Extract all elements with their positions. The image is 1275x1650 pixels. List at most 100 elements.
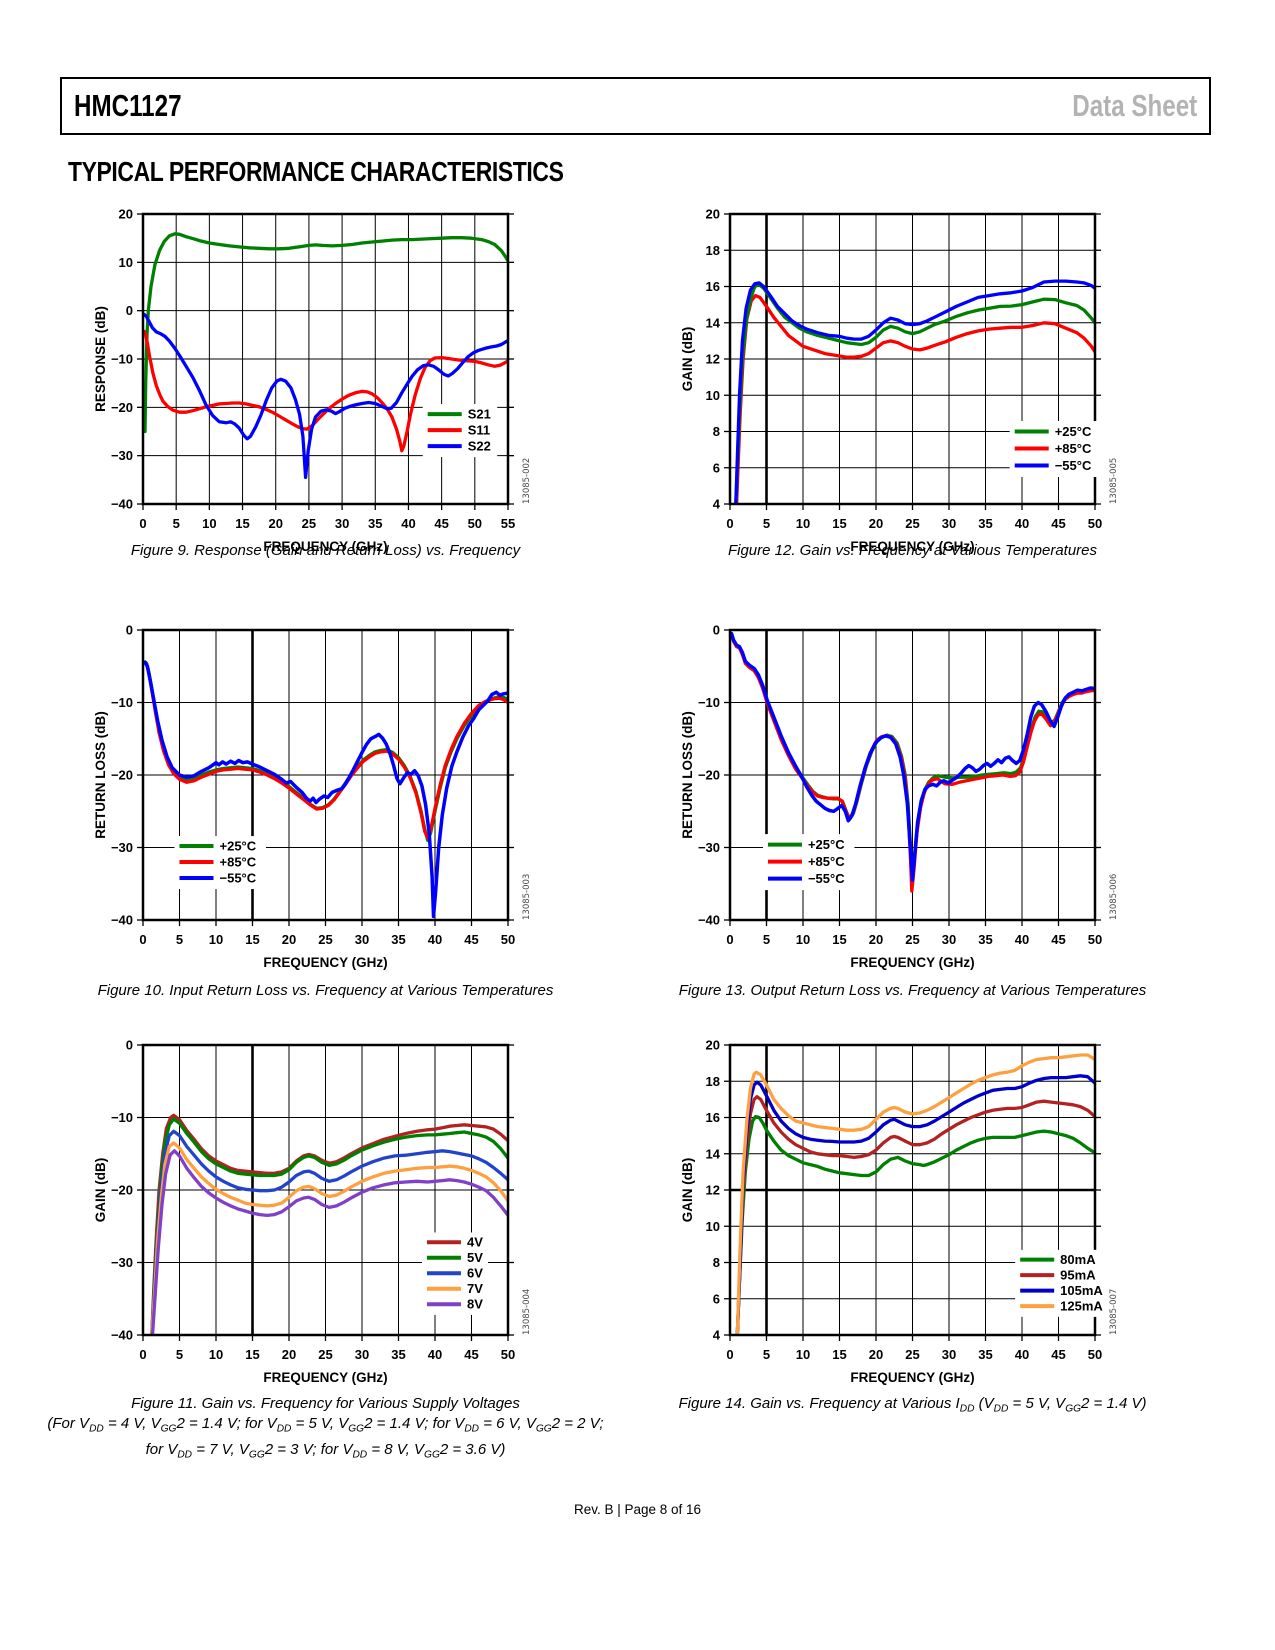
svg-text:30: 30: [335, 516, 349, 531]
svg-text:16: 16: [706, 1110, 720, 1125]
series-5V: [150, 1117, 508, 1335]
svg-text:12: 12: [706, 1183, 720, 1198]
svg-text:15: 15: [235, 516, 249, 531]
svg-text:FREQUENCY (GHz): FREQUENCY (GHz): [263, 539, 387, 554]
figure-13-chart: 0 5 10 15 20 25 30 35 40 45 50 −40 −30 −20 −10 0 +25°C +8…: [675, 620, 1155, 971]
svg-text:30: 30: [355, 932, 369, 947]
svg-text:45: 45: [1051, 932, 1065, 947]
svg-text:45: 45: [1051, 516, 1065, 531]
svg-text:0: 0: [126, 303, 133, 318]
svg-text:4: 4: [713, 1328, 721, 1343]
svg-text:35: 35: [978, 516, 992, 531]
svg-text:13085-003: 13085-003: [522, 874, 532, 920]
svg-text:50: 50: [1088, 1347, 1102, 1362]
series-+25C: [143, 660, 508, 842]
svg-text:105mA: 105mA: [1060, 1283, 1103, 1298]
svg-text:20: 20: [869, 932, 883, 947]
grid: 0 5 10 15 20 25 30 35 40 45 50 −40 −30 −20 −10 0: [698, 623, 1102, 948]
svg-text:45: 45: [1051, 1347, 1065, 1362]
svg-text:0: 0: [139, 516, 146, 531]
svg-text:FREQUENCY (GHz): FREQUENCY (GHz): [850, 539, 974, 554]
series-8V: [150, 1149, 508, 1335]
svg-text:20: 20: [268, 516, 282, 531]
svg-text:40: 40: [401, 516, 415, 531]
svg-text:15: 15: [832, 932, 846, 947]
series-125mA: [735, 1053, 1095, 1335]
svg-text:S11: S11: [468, 423, 490, 438]
svg-text:13085-002: 13085-002: [522, 458, 532, 504]
grid: 0 5 10 15 20 25 30 35 40 45 50 4 6 8 10 12 14 16 18 20: [706, 1038, 1103, 1363]
svg-text:10: 10: [706, 388, 720, 403]
svg-text:−20: −20: [111, 400, 133, 415]
svg-text:15: 15: [245, 1347, 259, 1362]
series-group: [735, 1053, 1095, 1335]
svg-text:8: 8: [713, 1255, 720, 1270]
series-80mA: [735, 1114, 1095, 1335]
svg-text:GAIN (dB): GAIN (dB): [680, 327, 695, 392]
svg-text:35: 35: [978, 1347, 992, 1362]
series-group: [734, 279, 1095, 504]
svg-text:7V: 7V: [467, 1281, 483, 1296]
svg-text:6V: 6V: [467, 1266, 483, 1281]
doc-type-label: Data Sheet: [1072, 88, 1197, 123]
svg-text:0: 0: [126, 1038, 133, 1053]
svg-text:−30: −30: [111, 448, 133, 463]
svg-text:FREQUENCY (GHz): FREQUENCY (GHz): [850, 1370, 974, 1385]
svg-text:13085-005: 13085-005: [1109, 458, 1119, 504]
svg-text:15: 15: [832, 1347, 846, 1362]
svg-text:GAIN (dB): GAIN (dB): [680, 1158, 695, 1223]
svg-text:+85°C: +85°C: [220, 855, 257, 870]
svg-text:35: 35: [368, 516, 382, 531]
svg-text:8V: 8V: [467, 1297, 483, 1312]
figure-13-caption: Figure 13. Output Return Loss vs. Freque…: [678, 982, 1147, 999]
svg-text:10: 10: [209, 932, 223, 947]
svg-text:14: 14: [706, 1146, 721, 1161]
figure-9-chart: 0 5 10 15 20 25 30 35 40 45 50 55 −40 −30 −20 −10 0 10 20 S…: [88, 204, 568, 555]
svg-text:80mA: 80mA: [1060, 1252, 1096, 1267]
figure-9-caption: Figure 9. Response (Gain and Return Loss…: [130, 542, 521, 559]
grid: 0 5 10 15 20 25 30 35 40 45 50 4 6 8 10 12 14 16 18 20: [706, 207, 1103, 532]
svg-text:10: 10: [796, 516, 810, 531]
grid: 0 5 10 15 20 25 30 35 40 45 50 −40 −30 −20 −10 0: [111, 623, 515, 948]
svg-text:35: 35: [391, 932, 405, 947]
series--55C: [143, 660, 508, 919]
svg-text:18: 18: [706, 243, 720, 258]
svg-text:45: 45: [464, 1347, 478, 1362]
svg-text:FREQUENCY (GHz): FREQUENCY (GHz): [263, 955, 387, 970]
series-7V: [150, 1141, 508, 1335]
page-header: HMC1127 Data Sheet: [60, 77, 1211, 135]
svg-text:20: 20: [119, 207, 133, 222]
svg-text:RETURN LOSS (dB): RETURN LOSS (dB): [680, 711, 695, 839]
svg-text:25: 25: [318, 932, 332, 947]
svg-text:6: 6: [713, 1291, 720, 1306]
figure-10-caption: Figure 10. Input Return Loss vs. Frequen…: [97, 982, 554, 999]
svg-text:FREQUENCY (GHz): FREQUENCY (GHz): [850, 955, 974, 970]
svg-text:25: 25: [905, 516, 919, 531]
svg-text:13085-004: 13085-004: [522, 1289, 532, 1335]
legend: +25°C +85°C −55°C: [762, 834, 855, 891]
svg-text:−30: −30: [111, 840, 133, 855]
figure-11-chart: 0 5 10 15 20 25 30 35 40 45 50 −40 −30 −20 −10 0 4V 5V 6V 7…: [88, 1035, 568, 1386]
svg-text:−55°C: −55°C: [1055, 458, 1092, 473]
svg-text:0: 0: [713, 623, 720, 638]
svg-text:25: 25: [318, 1347, 332, 1362]
series-+85C: [143, 660, 508, 840]
svg-text:15: 15: [245, 932, 259, 947]
svg-text:25: 25: [302, 516, 316, 531]
svg-text:+85°C: +85°C: [808, 854, 845, 869]
svg-text:20: 20: [282, 1347, 296, 1362]
svg-text:5: 5: [763, 1347, 770, 1362]
grid: 0 5 10 15 20 25 30 35 40 45 50 55 −40 −30 −20 −10 0 10 20: [111, 207, 515, 532]
svg-text:−20: −20: [111, 1183, 133, 1198]
svg-text:0: 0: [139, 1347, 146, 1362]
svg-text:−55°C: −55°C: [808, 871, 845, 886]
svg-text:−40: −40: [111, 497, 133, 512]
svg-text:20: 20: [282, 932, 296, 947]
svg-text:5: 5: [763, 516, 770, 531]
svg-text:−20: −20: [111, 768, 133, 783]
svg-text:FREQUENCY (GHz): FREQUENCY (GHz): [263, 1370, 387, 1385]
svg-text:5V: 5V: [467, 1250, 483, 1265]
figure-11-caption: Figure 11. Gain vs. Frequency for Variou…: [47, 1395, 604, 1461]
product-title: HMC1127: [74, 88, 182, 123]
